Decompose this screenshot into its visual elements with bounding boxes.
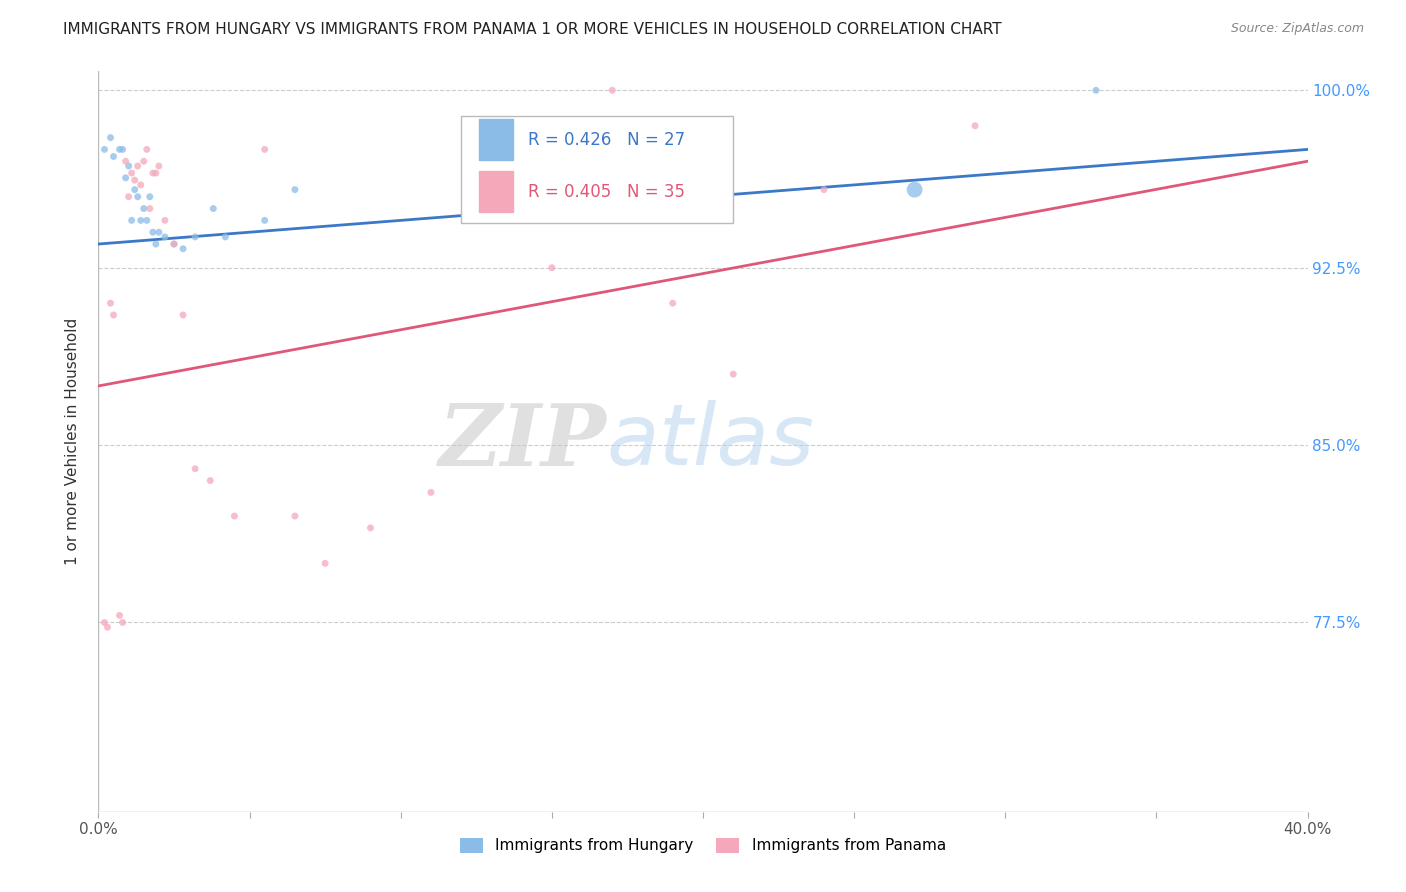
Point (214, 230, 236, 244)
Text: R = 0.426   N = 27: R = 0.426 N = 27 (527, 131, 685, 149)
Point (904, 183, 927, 197)
Legend: Immigrants from Hungary, Immigrants from Panama: Immigrants from Hungary, Immigrants from… (454, 831, 952, 860)
Y-axis label: 1 or more Vehicles in Household: 1 or more Vehicles in Household (65, 318, 80, 566)
Point (200, 474, 222, 488)
Point (153, 213, 176, 227)
Point (114, 170, 136, 185)
Point (145, 166, 167, 180)
Point (129, 178, 152, 192)
Point (224, 509, 246, 524)
Point (93, 143, 115, 157)
FancyBboxPatch shape (461, 116, 734, 223)
FancyBboxPatch shape (479, 120, 513, 161)
Point (314, 557, 336, 571)
Point (284, 509, 307, 524)
Point (124, 173, 146, 187)
Point (142, 166, 165, 180)
Point (184, 461, 207, 475)
Point (153, 230, 176, 244)
Point (139, 202, 162, 216)
Point (172, 242, 194, 256)
Point (118, 159, 141, 173)
Point (163, 237, 186, 252)
Point (121, 166, 143, 180)
Point (129, 213, 152, 227)
Point (103, 149, 125, 163)
Point (121, 213, 143, 227)
Point (284, 183, 307, 197)
Point (420, 485, 443, 500)
Point (148, 159, 170, 173)
Point (100, 130, 122, 145)
Point (602, 83, 624, 97)
Point (127, 159, 149, 173)
Point (132, 154, 155, 169)
Point (127, 190, 149, 204)
Point (184, 230, 207, 244)
Point (108, 608, 131, 623)
Point (965, 119, 987, 133)
Point (202, 202, 225, 216)
FancyBboxPatch shape (479, 171, 513, 212)
Point (253, 213, 276, 227)
Point (813, 183, 835, 197)
Text: IMMIGRANTS FROM HUNGARY VS IMMIGRANTS FROM PANAMA 1 OR MORE VEHICLES IN HOUSEHOL: IMMIGRANTS FROM HUNGARY VS IMMIGRANTS FR… (63, 22, 1002, 37)
Point (111, 143, 134, 157)
Point (132, 202, 155, 216)
Point (118, 190, 141, 204)
Point (163, 237, 186, 252)
Point (142, 225, 165, 239)
Point (661, 296, 683, 310)
Text: ZIP: ZIP (439, 400, 606, 483)
Point (540, 260, 562, 275)
Point (253, 143, 276, 157)
Point (135, 213, 157, 227)
Point (135, 143, 157, 157)
Point (108, 143, 131, 157)
Point (148, 225, 170, 239)
Point (145, 237, 167, 252)
Text: atlas: atlas (606, 400, 814, 483)
Point (1085, 83, 1108, 97)
Point (103, 308, 125, 322)
Point (100, 296, 122, 310)
Point (172, 308, 194, 322)
Point (111, 615, 134, 630)
Point (114, 154, 136, 169)
Point (139, 190, 162, 204)
Point (124, 183, 146, 197)
Text: Source: ZipAtlas.com: Source: ZipAtlas.com (1230, 22, 1364, 36)
Point (96, 620, 118, 634)
Point (723, 367, 745, 381)
Point (93, 615, 115, 630)
Point (360, 521, 382, 535)
Text: R = 0.405   N = 35: R = 0.405 N = 35 (527, 183, 685, 201)
